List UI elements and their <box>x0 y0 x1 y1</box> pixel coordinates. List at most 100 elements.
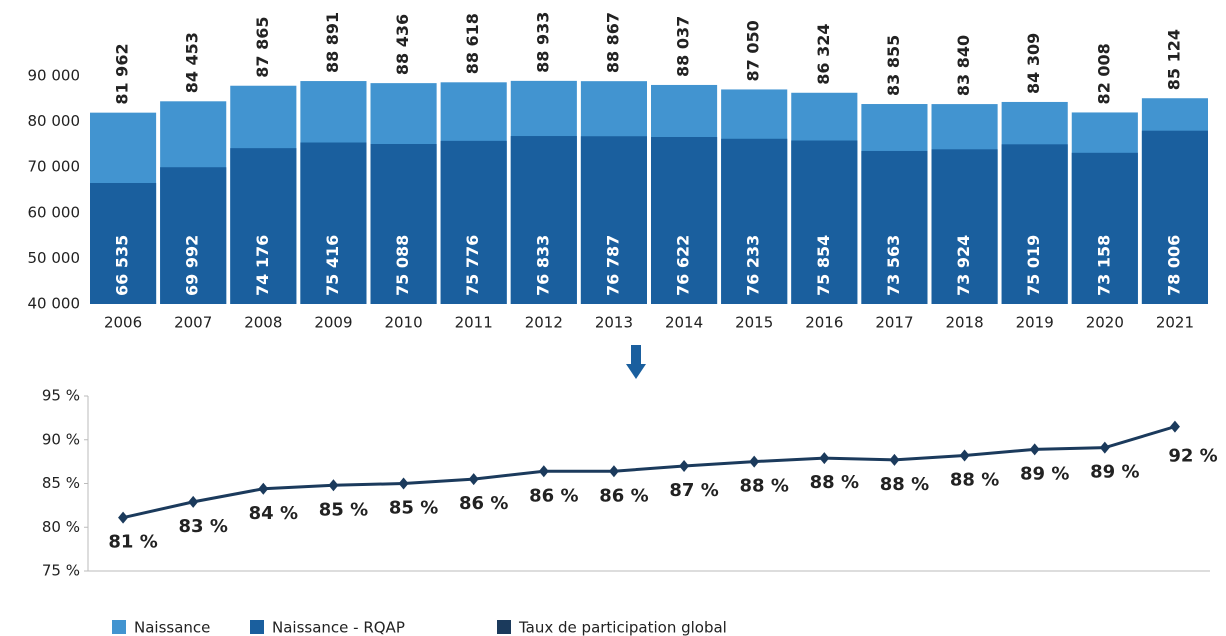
legend-swatch <box>250 620 264 634</box>
value-label: 76 787 <box>603 235 622 296</box>
x-tick-label: 2010 <box>384 314 422 332</box>
bar <box>440 140 507 304</box>
bar <box>1071 152 1138 304</box>
value-label: 75 019 <box>1024 235 1043 296</box>
value-label: 78 006 <box>1164 235 1183 296</box>
marker <box>258 482 269 495</box>
bar <box>230 148 297 304</box>
value-label: 85 % <box>389 498 438 519</box>
y-tick-label: 80 % <box>42 518 80 536</box>
legend-swatch <box>497 620 511 634</box>
x-tick-label: 2006 <box>104 314 142 332</box>
marker <box>468 473 479 486</box>
bar <box>370 143 437 304</box>
marker <box>328 479 339 492</box>
value-label: 73 563 <box>884 235 903 296</box>
x-tick-label: 2008 <box>244 314 282 332</box>
value-label: 85 124 <box>1164 29 1183 90</box>
value-label: 75 776 <box>463 235 482 296</box>
x-tick-label: 2019 <box>1016 314 1054 332</box>
marker <box>538 465 549 478</box>
x-tick-label: 2015 <box>735 314 773 332</box>
value-label: 87 % <box>669 480 718 501</box>
value-label: 87 050 <box>744 20 763 81</box>
line <box>122 425 1176 520</box>
value-label: 88 % <box>810 472 859 493</box>
value-label: 76 233 <box>744 235 763 296</box>
y-tick-label: 60 000 <box>28 203 81 221</box>
value-label: 87 865 <box>253 17 272 78</box>
value-label: 82 008 <box>1094 43 1113 104</box>
x-tick-label: 2021 <box>1156 314 1194 332</box>
y-tick-label: 70 000 <box>28 158 81 176</box>
value-label: 86 % <box>529 485 578 506</box>
bar <box>651 137 718 304</box>
value-label: 75 088 <box>393 235 412 296</box>
value-label: 84 453 <box>183 32 202 93</box>
value-label: 83 % <box>179 516 228 537</box>
y-tick-label: 75 % <box>42 562 80 580</box>
value-label: 88 037 <box>674 16 693 77</box>
bar <box>160 167 227 304</box>
value-label: 83 855 <box>884 35 903 96</box>
marker <box>679 460 690 472</box>
marker <box>1099 441 1110 454</box>
value-label: 84 % <box>249 503 298 524</box>
value-label: 88 618 <box>463 13 482 74</box>
bar <box>1141 130 1208 304</box>
x-tick-label: 2012 <box>525 314 563 332</box>
x-tick-label: 2016 <box>805 314 843 332</box>
y-tick-label: 95 % <box>42 387 80 405</box>
x-tick-label: 2020 <box>1086 314 1124 332</box>
value-label: 88 % <box>950 470 999 491</box>
y-tick-label: 40 000 <box>28 295 81 313</box>
value-label: 76 833 <box>533 235 552 296</box>
marker <box>819 452 830 465</box>
bar <box>580 136 647 304</box>
value-label: 88 867 <box>603 12 622 73</box>
legend-swatch <box>112 620 126 634</box>
bar <box>721 138 788 304</box>
value-label: 89 % <box>1020 463 1069 484</box>
value-label: 88 933 <box>533 12 552 73</box>
value-label: 83 840 <box>954 35 973 96</box>
bar <box>791 140 858 304</box>
value-label: 73 924 <box>954 235 973 296</box>
value-label: 81 962 <box>113 43 132 104</box>
y-tick-label: 80 000 <box>28 112 81 130</box>
value-label: 75 416 <box>323 235 342 296</box>
value-label: 69 992 <box>183 235 202 296</box>
value-label: 66 535 <box>113 235 132 296</box>
bar <box>300 142 367 304</box>
legend-label: Naissance <box>134 619 210 636</box>
x-tick-label: 2007 <box>174 314 212 332</box>
y-tick-label: 90 000 <box>28 67 81 85</box>
y-tick-label: 85 % <box>42 474 80 492</box>
value-label: 74 176 <box>253 235 272 296</box>
x-tick-label: 2017 <box>875 314 913 332</box>
value-label: 84 309 <box>1024 33 1043 94</box>
marker <box>959 449 970 462</box>
value-label: 86 % <box>459 493 508 514</box>
marker <box>118 511 129 524</box>
legend-label: Taux de participation global <box>518 619 727 636</box>
arrow <box>626 345 646 379</box>
bar <box>861 150 928 304</box>
x-tick-label: 2013 <box>595 314 633 332</box>
value-label: 86 % <box>599 485 648 506</box>
x-tick-label: 2011 <box>455 314 493 332</box>
legend-label: Naissance - RQAP <box>272 619 405 636</box>
value-label: 88 % <box>740 476 789 497</box>
x-tick-label: 2009 <box>314 314 352 332</box>
marker <box>889 453 900 466</box>
bar <box>90 183 157 304</box>
value-label: 86 324 <box>814 24 833 85</box>
value-label: 88 % <box>880 474 929 495</box>
bar <box>510 136 577 304</box>
x-tick-label: 2014 <box>665 314 703 332</box>
marker <box>749 455 760 468</box>
value-label: 85 % <box>319 499 368 520</box>
marker <box>1029 443 1040 456</box>
marker <box>398 477 409 490</box>
